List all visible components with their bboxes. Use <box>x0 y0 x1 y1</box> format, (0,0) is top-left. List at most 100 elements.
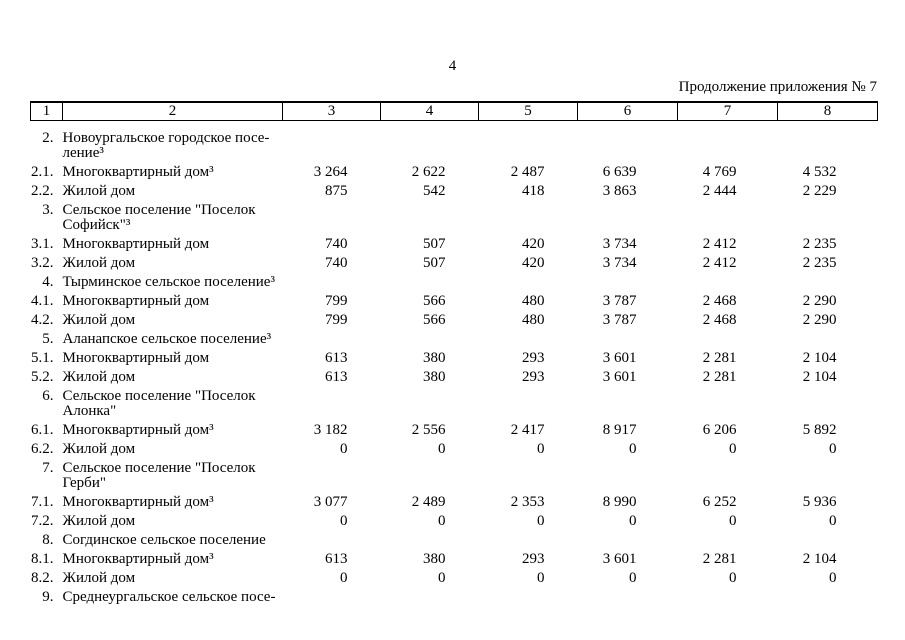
row-name: Жилой дом <box>62 441 136 457</box>
row-name: Сельское поселение "Поселок Алонка" <box>62 388 256 419</box>
row-value-col5: 420 <box>522 255 545 271</box>
row-value-col4: 2 556 <box>411 422 446 438</box>
row-value-col7: 0 <box>729 441 737 457</box>
column-header: 5 <box>478 101 578 121</box>
row-value-col6: 3 601 <box>602 350 637 366</box>
row-value-col5: 0 <box>537 570 545 586</box>
row-value-col5: 2 487 <box>510 164 545 180</box>
row-value-col8: 4 532 <box>802 164 837 180</box>
row-name: Жилой дом <box>62 255 136 271</box>
row-name: Жилой дом <box>62 369 136 385</box>
row-number: 9. <box>42 589 54 605</box>
row-value-col3: 613 <box>325 350 348 366</box>
row-value-col6: 0 <box>629 570 637 586</box>
row-number: 7. <box>42 460 54 476</box>
row-value-col3 <box>283 457 381 491</box>
row-value-col6: 6 639 <box>602 164 637 180</box>
row-value-col8 <box>778 328 878 347</box>
row-number: 7.2. <box>31 513 54 529</box>
row-value-col8: 2 235 <box>802 236 837 252</box>
row-value-col3: 740 <box>325 236 348 252</box>
row-value-col4 <box>381 586 479 605</box>
table-row: 8.1. Многоквартирный дом³ 613 380 293 3 … <box>31 548 878 567</box>
row-value-col7 <box>678 199 778 233</box>
row-value-col7: 6 252 <box>702 494 737 510</box>
row-value-col4: 0 <box>438 570 446 586</box>
row-value-col3: 3 182 <box>313 422 348 438</box>
row-value-col3: 613 <box>325 551 348 567</box>
row-value-col7: 2 281 <box>702 350 737 366</box>
column-header: 8 <box>777 101 878 121</box>
table-row: 3.2. Жилой дом 740 507 420 3 734 2 412 2… <box>31 252 878 271</box>
table-row: 5.1. Многоквартирный дом 613 380 293 3 6… <box>31 347 878 366</box>
row-value-col5: 0 <box>537 441 545 457</box>
row-value-col3: 3 264 <box>313 164 348 180</box>
row-value-col6: 3 734 <box>602 255 637 271</box>
row-value-col5: 480 <box>522 312 545 328</box>
row-number: 8. <box>42 532 54 548</box>
row-number: 6.2. <box>31 441 54 457</box>
row-value-col6: 8 917 <box>602 422 637 438</box>
row-value-col4 <box>381 199 479 233</box>
row-value-col5 <box>479 529 578 548</box>
row-value-col6: 3 863 <box>602 183 637 199</box>
row-value-col5 <box>479 385 578 419</box>
row-value-col7 <box>678 457 778 491</box>
row-value-col8 <box>778 199 878 233</box>
table-row: 7. Сельское поселение "Поселок Герби" <box>31 457 878 491</box>
row-value-col4: 380 <box>423 551 446 567</box>
table-row: 2.1. Многоквартирный дом³ 3 264 2 622 2 … <box>31 161 878 180</box>
column-header: 2 <box>62 101 283 121</box>
table-body: 2. Новоургальское городское посе- ление³… <box>31 121 878 606</box>
row-name: Жилой дом <box>62 570 136 586</box>
row-value-col5: 293 <box>522 551 545 567</box>
row-value-col7: 2 412 <box>702 236 737 252</box>
row-name: Многоквартирный дом <box>62 236 210 252</box>
row-value-col4 <box>381 385 479 419</box>
row-number: 6. <box>42 388 54 404</box>
row-value-col8: 2 104 <box>802 350 837 366</box>
table-row: 6.1. Многоквартирный дом³ 3 182 2 556 2 … <box>31 419 878 438</box>
row-value-col5 <box>479 586 578 605</box>
row-value-col4: 2 622 <box>411 164 446 180</box>
row-number: 5.1. <box>31 350 54 366</box>
row-name: Многоквартирный дом³ <box>62 422 214 438</box>
row-value-col3: 613 <box>325 369 348 385</box>
row-value-col6 <box>578 457 678 491</box>
row-value-col7 <box>678 328 778 347</box>
row-value-col4 <box>381 457 479 491</box>
row-value-col8: 2 104 <box>802 551 837 567</box>
row-value-col6 <box>578 529 678 548</box>
table-row: 6.2. Жилой дом 0 0 0 0 0 0 <box>31 438 878 457</box>
row-value-col3 <box>283 271 381 290</box>
row-value-col4 <box>381 121 479 162</box>
row-value-col5: 293 <box>522 350 545 366</box>
table-row: 4.1. Многоквартирный дом 799 566 480 3 7… <box>31 290 878 309</box>
row-name: Многоквартирный дом³ <box>62 551 214 567</box>
row-value-col6 <box>578 385 678 419</box>
row-value-col5 <box>479 328 578 347</box>
row-value-col5: 420 <box>522 236 545 252</box>
row-number: 3. <box>42 202 54 218</box>
row-value-col6: 0 <box>629 513 637 529</box>
table-row: 2.2. Жилой дом 875 542 418 3 863 2 444 2… <box>31 180 878 199</box>
row-value-col8 <box>778 271 878 290</box>
row-value-col8: 0 <box>829 513 837 529</box>
table-row: 8.2. Жилой дом 0 0 0 0 0 0 <box>31 567 878 586</box>
row-name: Новоургальское городское посе- ление³ <box>62 130 270 161</box>
row-value-col7 <box>678 121 778 162</box>
row-number: 7.1. <box>31 494 54 510</box>
row-value-col5: 293 <box>522 369 545 385</box>
row-value-col5: 2 417 <box>510 422 545 438</box>
row-number: 4.1. <box>31 293 54 309</box>
row-number: 2. <box>42 130 54 146</box>
row-value-col5: 418 <box>522 183 545 199</box>
row-value-col5 <box>479 199 578 233</box>
row-value-col7: 2 281 <box>702 369 737 385</box>
column-header: 6 <box>577 101 678 121</box>
row-value-col7: 2 468 <box>702 293 737 309</box>
row-value-col4 <box>381 529 479 548</box>
page-number: 4 <box>448 58 457 74</box>
row-value-col6: 0 <box>629 441 637 457</box>
